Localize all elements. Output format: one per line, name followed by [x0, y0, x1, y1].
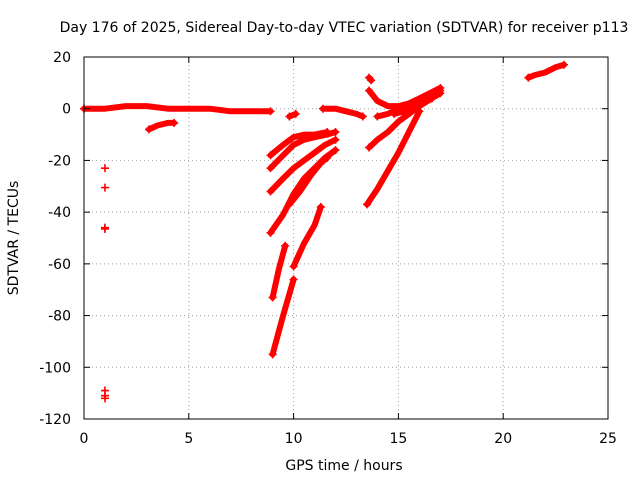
x-axis-title: GPS time / hours — [285, 458, 402, 474]
series-endpoint — [285, 200, 294, 209]
y-tick-label: -80 — [48, 309, 71, 325]
series-track-4 — [319, 105, 366, 120]
series-endpoint — [331, 135, 340, 144]
x-tick-label: 15 — [389, 431, 407, 447]
data-series — [80, 60, 568, 359]
series-endpoint — [266, 151, 275, 160]
series-endpoint — [373, 112, 382, 121]
series-endpoint — [268, 293, 277, 302]
series-endpoint — [170, 118, 179, 127]
series-track-19 — [525, 61, 567, 81]
y-tick-label: -20 — [48, 153, 71, 169]
y-tick-label: -120 — [39, 412, 71, 428]
x-tick-label: 0 — [80, 431, 89, 447]
series-track-9 — [269, 242, 289, 301]
series-endpoint — [323, 153, 332, 162]
series-track-6 — [267, 129, 339, 172]
series-endpoint — [318, 104, 327, 113]
series-track-13 — [364, 108, 423, 208]
series-endpoint — [291, 109, 300, 118]
data-point — [100, 394, 109, 403]
series-endpoint — [289, 262, 298, 271]
series-endpoint — [362, 200, 371, 209]
y-tick-label: -40 — [48, 205, 71, 221]
x-tick-label: 10 — [285, 431, 303, 447]
series-endpoint — [266, 164, 275, 173]
series-track-17 — [391, 90, 444, 117]
plot-frame — [83, 56, 609, 420]
series-track-7 — [267, 136, 339, 195]
y-tick-label: 20 — [53, 50, 71, 66]
x-axis-ticks: 0 5 10 15 20 25 — [80, 57, 617, 447]
series-track-18 — [374, 85, 444, 120]
x-tick-label: 25 — [599, 431, 617, 447]
series-endpoint — [559, 60, 568, 69]
chart-title: Day 176 of 2025, Sidereal Day-to-day VTE… — [60, 20, 629, 36]
series-endpoint — [281, 241, 290, 250]
y-tick-label: 0 — [62, 102, 71, 118]
y-axis-ticks: 20 0 -20 -40 -60 -80 -100 -120 — [39, 50, 608, 428]
series-endpoint — [266, 187, 275, 196]
x-tick-label: 5 — [184, 431, 193, 447]
series-endpoint — [367, 76, 376, 85]
series-endpoint — [289, 275, 298, 284]
series-endpoint — [436, 84, 445, 93]
series-track-11 — [269, 276, 297, 358]
series-endpoint — [365, 143, 374, 152]
x-tick-label: 20 — [494, 431, 512, 447]
series-endpoint — [316, 202, 325, 211]
series-endpoint — [144, 125, 153, 134]
data-point — [100, 224, 109, 233]
series-endpoint — [365, 86, 374, 95]
data-points — [100, 164, 109, 403]
series-endpoint — [358, 112, 367, 121]
y-axis-title: SDTVAR / TECUs — [6, 181, 22, 296]
y-tick-label: -60 — [48, 257, 71, 273]
series-endpoint — [331, 127, 340, 136]
series-endpoint — [285, 112, 294, 121]
series-track-2 — [146, 119, 178, 133]
series-endpoint — [266, 228, 275, 237]
series-endpoint — [331, 146, 340, 155]
series-track-12 — [290, 204, 324, 270]
data-point — [100, 183, 109, 192]
series-endpoint — [524, 73, 533, 82]
series-track-1 — [81, 103, 274, 115]
series-track-10 — [286, 154, 331, 208]
series-endpoint — [266, 107, 275, 116]
data-point — [100, 164, 109, 173]
series-endpoint — [268, 350, 277, 359]
y-tick-label: -100 — [39, 360, 71, 376]
